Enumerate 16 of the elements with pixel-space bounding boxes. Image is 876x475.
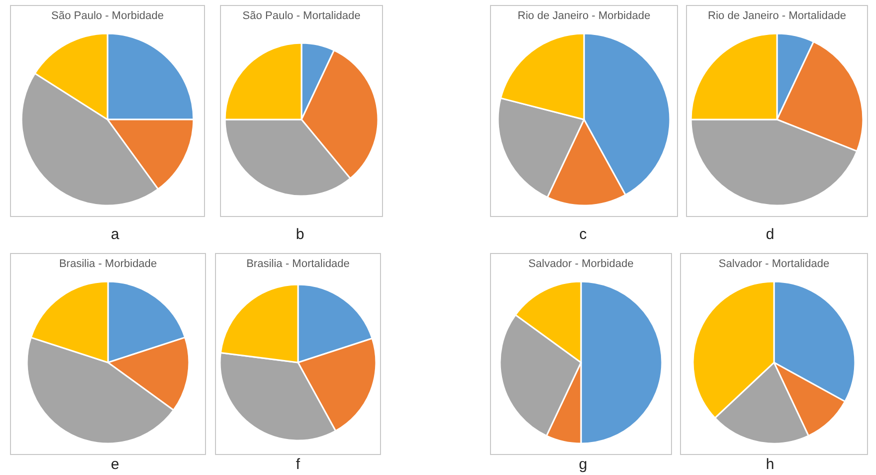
chart-title: Salvador - Mortalidade bbox=[718, 258, 830, 270]
text: a bbox=[110, 226, 120, 243]
chart-title: Brasilia - Morbidade bbox=[59, 258, 157, 270]
chart-title: São Paulo - Mortalidade bbox=[242, 10, 361, 22]
text: b bbox=[294, 226, 306, 243]
text: h bbox=[764, 456, 776, 473]
chart-title: São Paulo - Morbidade bbox=[51, 10, 164, 22]
chart-title: Rio de Janeiro - Morbidade bbox=[518, 10, 650, 22]
text: f bbox=[294, 456, 302, 473]
text: c bbox=[578, 226, 588, 243]
text: g bbox=[578, 456, 588, 473]
text: d bbox=[764, 226, 776, 243]
chart-title: Brasilia - Mortalidade bbox=[246, 258, 350, 270]
chart-title: Rio de Janeiro - Mortalidade bbox=[708, 10, 846, 22]
chart-title: Salvador - Morbidade bbox=[528, 258, 634, 270]
text: e bbox=[110, 456, 120, 473]
